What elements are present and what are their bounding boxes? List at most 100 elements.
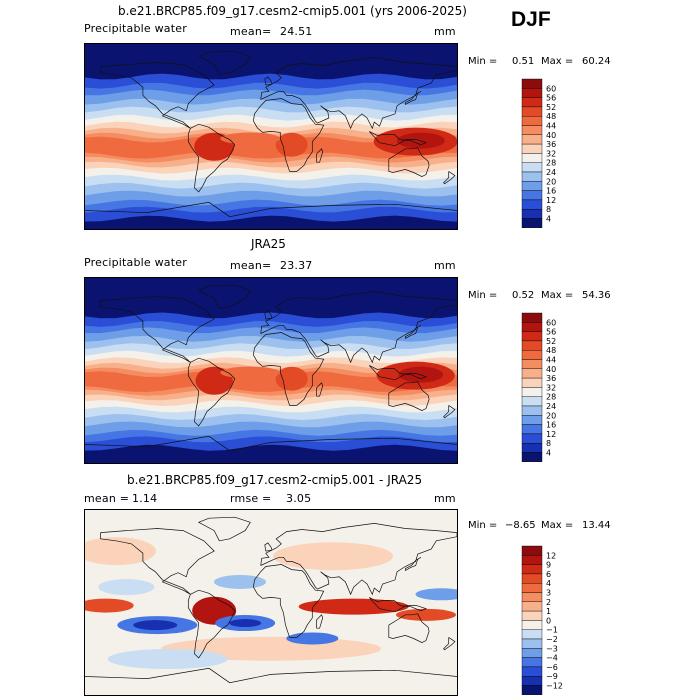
panel3-title: b.e21.BRCP85.f09_g17.cesm2-cmip5.001 - J… <box>127 473 423 487</box>
colorbar-swatch <box>521 555 543 565</box>
panel3-mean-label: mean = <box>84 492 130 505</box>
colorbar-tick-label: 12 <box>546 551 556 560</box>
coastline <box>316 382 324 397</box>
panel2-map-plot <box>85 278 457 463</box>
colorbar-tick-label: 52 <box>546 103 556 112</box>
colorbar-swatch <box>521 368 543 379</box>
colorbar-swatch <box>521 452 543 463</box>
coastline <box>388 381 430 411</box>
colorbar-tick-label: 16 <box>546 421 556 430</box>
tropic-wet-band <box>85 136 457 159</box>
colorbar-tick-label: 1 <box>546 607 551 616</box>
panel1-max-value: 60.24 <box>582 56 611 67</box>
coastline <box>253 98 325 172</box>
panel2-max-value: 54.36 <box>582 290 611 301</box>
colorbar-swatch <box>521 545 543 556</box>
coastline <box>197 284 251 310</box>
colorbar-swatch <box>521 322 543 332</box>
panel2-map <box>84 277 458 464</box>
colorbar-tick-label: 20 <box>546 411 556 420</box>
colorbar-tick-label: 24 <box>546 402 556 411</box>
colorbar-tick-label: 48 <box>546 112 556 121</box>
panel1-units: mm <box>434 25 456 38</box>
colorbar-tick-label: 24 <box>546 168 556 177</box>
colorbar-swatch <box>521 208 543 219</box>
colorbar-tick-label: 40 <box>546 131 556 140</box>
colorbar-tick-label: 4 <box>546 579 551 588</box>
coastline <box>260 523 457 596</box>
colorbar-swatch <box>521 340 543 351</box>
colorbar-swatch <box>521 442 543 453</box>
coastline <box>253 332 325 406</box>
colorbar-tick-label: 32 <box>546 383 556 392</box>
colorbar-tick-label: 12 <box>546 196 556 205</box>
panel2-title: JRA25 <box>251 237 286 251</box>
colorbar-tick-label: −12 <box>546 682 563 691</box>
coastline <box>197 50 251 76</box>
positive-anomaly <box>85 537 156 566</box>
coastline <box>197 516 251 542</box>
colorbar-tick-label: 3 <box>546 589 551 598</box>
positive-anomaly <box>396 608 456 621</box>
colorbar-tick-label: 44 <box>546 122 556 131</box>
colorbar-swatch <box>521 199 543 210</box>
colorbar-swatch <box>521 143 543 154</box>
colorbar-tick-label: 4 <box>546 449 551 458</box>
colorbar-swatch <box>521 433 543 444</box>
colorbar-tick-label: 8 <box>546 205 551 214</box>
colorbar-tick-label: 32 <box>546 149 556 158</box>
coastline <box>100 296 215 363</box>
panel2-max-label: Max = <box>541 290 574 301</box>
colorbar-swatch <box>521 359 543 370</box>
colorbar-swatch <box>521 331 543 342</box>
colorbar-tick-label: 40 <box>546 365 556 374</box>
colorbar-tick-label: −3 <box>546 644 558 653</box>
colorbar-swatch <box>521 601 543 612</box>
panel2-field-label: Precipitable water <box>84 256 187 269</box>
colorbar-tick-label: 36 <box>546 374 556 383</box>
coastline <box>443 405 456 419</box>
colorbar-swatch <box>521 116 543 126</box>
colorbar-tick-label: −1 <box>546 626 558 635</box>
colorbar-tick-label: 52 <box>546 337 556 346</box>
colorbar-swatch <box>521 190 543 201</box>
panel1-min-label: Min = <box>468 56 498 67</box>
coastline <box>368 597 428 613</box>
panel2-mean-label: mean= <box>230 259 272 272</box>
coastline <box>404 91 421 105</box>
colorbar-tick-label: 60 <box>546 318 556 327</box>
panel3-rmse-value: 3.05 <box>286 492 312 505</box>
coastline <box>368 365 428 381</box>
colorbar-swatch <box>521 181 543 191</box>
panel3-map <box>84 509 458 696</box>
panel1-map-plot <box>85 44 457 229</box>
colorbar-tick-label: 9 <box>546 561 551 570</box>
colorbar-tick-label: 20 <box>546 177 556 186</box>
coastline <box>316 614 324 629</box>
coastline <box>187 589 236 659</box>
panel2-colorbar: 60 56 52 48 44 40 36 32 28 24 20 16 12 8 4 <box>521 312 582 463</box>
panel3-rmse-label: rmse = <box>230 492 272 505</box>
positive-anomaly <box>273 542 393 571</box>
colorbar-tick-label: −2 <box>546 635 558 644</box>
coastline <box>85 435 457 452</box>
colorbar-swatch <box>521 153 543 163</box>
coastline <box>260 57 457 130</box>
atlantic-itcz <box>220 132 281 145</box>
coastline <box>368 131 428 147</box>
coastline <box>264 76 273 86</box>
tropic-wet-band <box>85 371 457 392</box>
colorbar-tick-label: 0 <box>546 616 551 625</box>
colorbar-swatch <box>521 125 543 136</box>
colorbar-swatch <box>521 162 543 173</box>
colorbar-swatch <box>521 573 543 584</box>
colorbar-tick-label: 28 <box>546 393 556 402</box>
panel3-min-label: Min = <box>468 520 498 531</box>
atlantic-itcz <box>220 366 281 379</box>
negative-anomaly-core <box>229 619 262 628</box>
panel2-min-value: 0.52 <box>512 290 535 301</box>
colorbar-swatch <box>521 629 543 640</box>
negative-anomaly <box>98 579 155 596</box>
coastline <box>253 564 325 638</box>
